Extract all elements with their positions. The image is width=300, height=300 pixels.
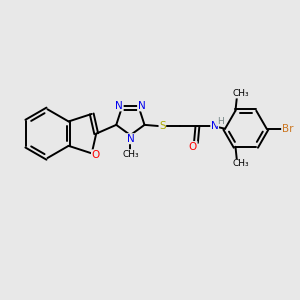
Text: CH₃: CH₃ [232, 89, 249, 98]
Text: N: N [138, 101, 146, 111]
Text: O: O [92, 150, 100, 160]
Text: CH₃: CH₃ [122, 150, 139, 159]
Text: S: S [159, 122, 166, 131]
Text: Br: Br [282, 124, 293, 134]
Text: H: H [217, 116, 224, 125]
Text: N: N [127, 134, 134, 144]
Text: O: O [189, 142, 197, 152]
Text: N: N [211, 122, 218, 131]
Text: CH₃: CH₃ [232, 160, 249, 169]
Text: N: N [116, 101, 123, 111]
